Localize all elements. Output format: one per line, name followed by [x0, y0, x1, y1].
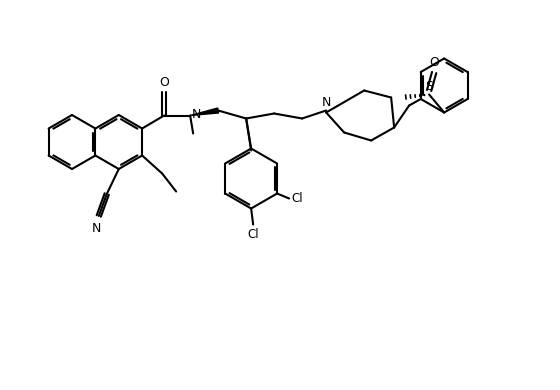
Text: O: O — [429, 57, 439, 69]
Text: N: N — [92, 222, 101, 235]
Text: S: S — [425, 80, 433, 92]
Text: O: O — [159, 76, 169, 89]
Text: Cl: Cl — [248, 227, 259, 241]
Polygon shape — [190, 108, 218, 115]
Text: Cl: Cl — [291, 192, 303, 205]
Text: N: N — [321, 96, 331, 108]
Text: N: N — [192, 108, 202, 121]
